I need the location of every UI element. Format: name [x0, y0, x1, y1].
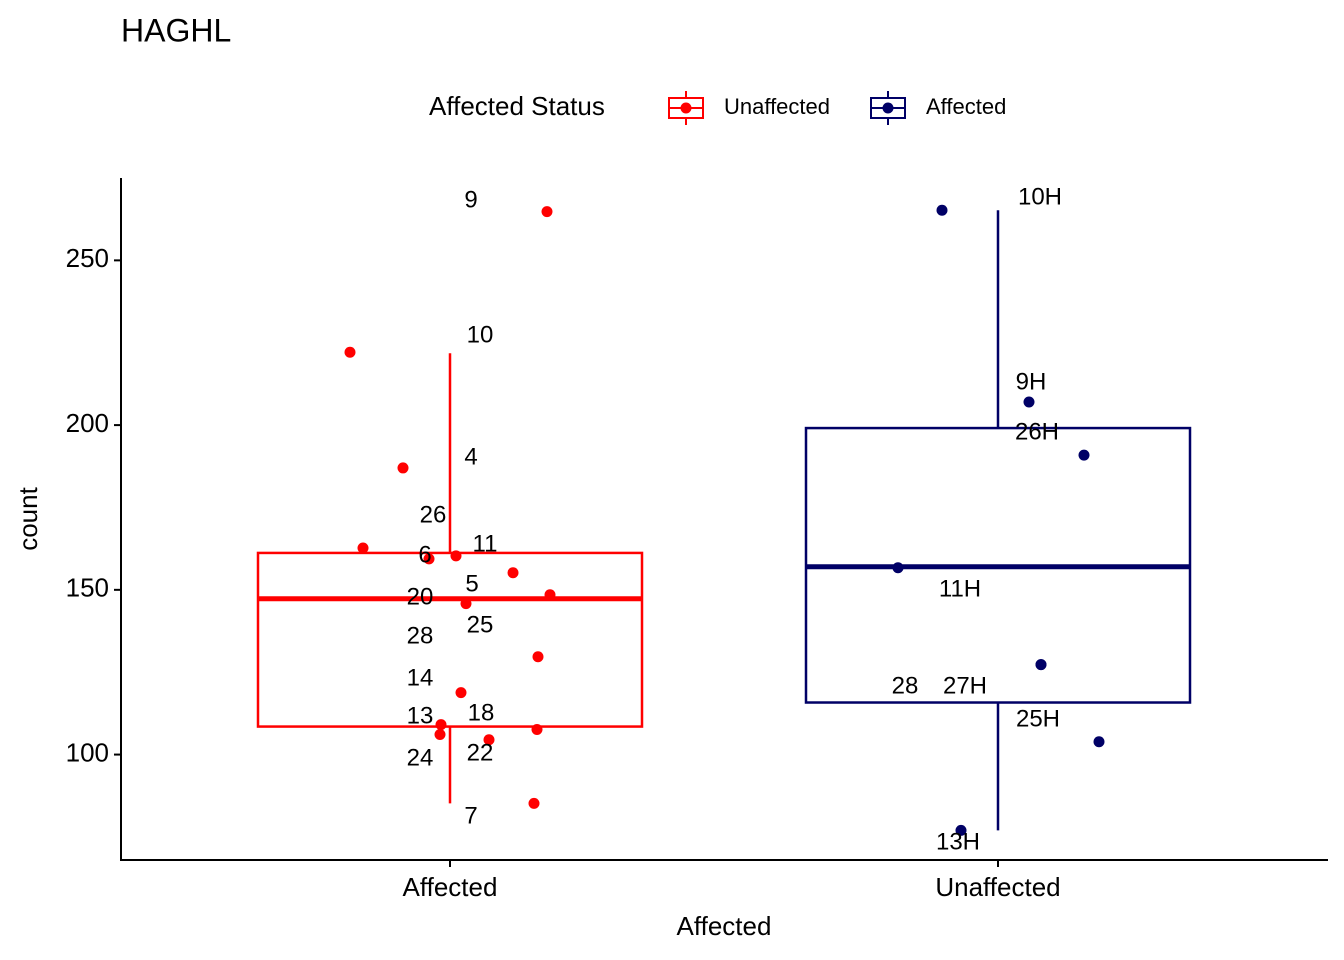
point [1078, 449, 1090, 461]
point [344, 346, 356, 358]
point-label: 26H [1015, 418, 1059, 445]
box [256, 551, 644, 728]
point-label: 13H [936, 828, 980, 855]
point [1023, 396, 1035, 408]
x-tick-label: Unaffected [935, 872, 1060, 902]
point-label: 18 [468, 699, 495, 726]
point-label: 26 [420, 501, 447, 528]
point [450, 550, 462, 562]
legend-title: Affected Status [429, 91, 605, 121]
point [541, 206, 553, 218]
point-label: 6 [418, 541, 431, 568]
y-tick-label: 150 [66, 573, 109, 603]
point [483, 734, 495, 746]
point [423, 553, 435, 565]
point-label: 5 [465, 570, 478, 597]
point [531, 724, 543, 736]
x-axis-label: Affected [677, 911, 772, 941]
point-label: 27H [943, 672, 987, 699]
point-label: 25H [1016, 705, 1060, 732]
y-tick-label: 200 [66, 408, 109, 438]
point-label: 11 [473, 530, 498, 557]
legend-label: Affected [926, 94, 1006, 119]
point [397, 462, 409, 474]
point-label: 11H [939, 575, 981, 602]
point [435, 719, 447, 731]
legend-label: Unaffected [724, 94, 830, 119]
point [1093, 736, 1105, 748]
point [544, 589, 556, 601]
chart-title: HAGHL [121, 12, 231, 48]
point [455, 687, 467, 699]
point-label: 28 [407, 622, 434, 649]
point [460, 598, 472, 610]
point-label: 10H [1018, 183, 1062, 210]
point-label: 9H [1016, 368, 1047, 395]
point-label: 4 [464, 443, 477, 470]
y-axis-label: count [13, 486, 43, 550]
point-label: 25 [467, 611, 494, 638]
y-tick-label: 100 [66, 737, 109, 767]
point [936, 204, 948, 216]
point-label: 22 [467, 739, 494, 766]
point [1035, 659, 1047, 671]
y-tick-label: 250 [66, 243, 109, 273]
point [955, 824, 967, 836]
point-label: 9 [464, 186, 477, 213]
point [528, 797, 540, 809]
point [892, 562, 904, 574]
point [434, 728, 446, 740]
x-tick-label: Affected [403, 872, 498, 902]
point-label: 28 [892, 672, 919, 699]
point [357, 542, 369, 554]
point-label: 20 [407, 583, 434, 610]
point [507, 567, 519, 579]
point-label: 24 [407, 744, 434, 771]
point-label: 7 [464, 802, 477, 829]
legend-key-point [882, 102, 894, 114]
point-label: 14 [407, 664, 434, 691]
point-label: 13 [407, 702, 434, 729]
point [532, 651, 544, 663]
legend-key-point [680, 102, 692, 114]
point-label: 10 [467, 321, 494, 348]
